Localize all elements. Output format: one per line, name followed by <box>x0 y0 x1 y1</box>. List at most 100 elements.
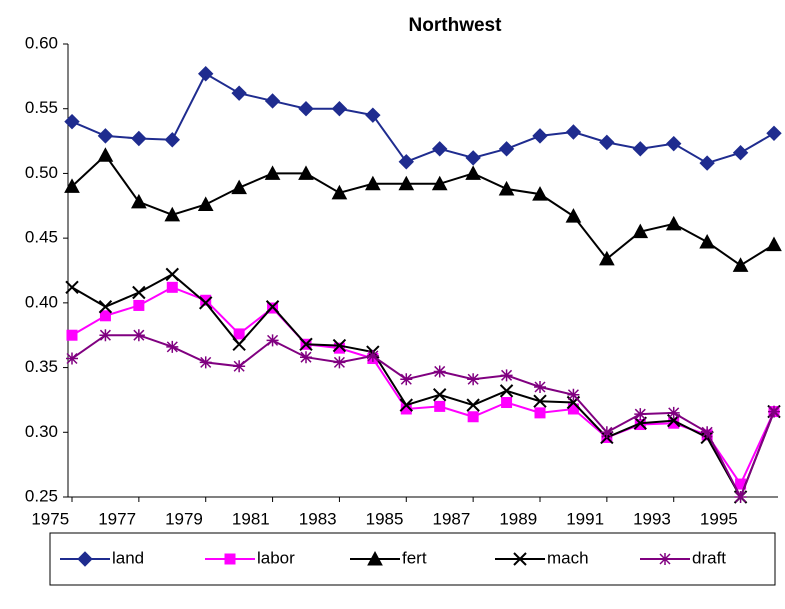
marker <box>300 351 312 364</box>
marker <box>400 373 413 386</box>
marker <box>466 398 480 412</box>
marker <box>64 178 80 193</box>
x-tick-label: 1995 <box>700 509 738 528</box>
marker <box>467 373 480 386</box>
marker <box>264 93 281 109</box>
marker <box>600 426 613 439</box>
marker <box>766 125 782 142</box>
marker <box>97 147 114 162</box>
y-tick-label: 0.40 <box>25 292 58 311</box>
marker <box>667 406 680 419</box>
marker <box>565 208 582 223</box>
legend-label: land <box>112 548 144 567</box>
marker <box>399 398 413 412</box>
y-tick-label: 0.45 <box>25 228 58 247</box>
marker <box>99 329 112 342</box>
marker <box>231 179 247 195</box>
chart-title: Northwest <box>409 15 503 36</box>
marker <box>699 155 715 171</box>
marker <box>467 411 479 423</box>
marker <box>199 356 212 369</box>
marker <box>666 135 682 152</box>
marker <box>701 426 714 439</box>
marker <box>465 165 481 180</box>
x-tick-label: 1979 <box>165 509 203 528</box>
marker <box>766 236 782 252</box>
marker <box>534 380 546 393</box>
marker <box>432 141 448 157</box>
marker <box>398 154 414 170</box>
marker <box>333 356 346 369</box>
marker <box>565 124 582 140</box>
marker <box>431 175 448 191</box>
marker <box>97 128 114 144</box>
marker <box>64 113 80 130</box>
marker <box>366 349 379 362</box>
legend-marker <box>77 551 93 567</box>
marker <box>266 334 279 347</box>
legend-label: draft <box>692 548 726 567</box>
marker <box>534 407 546 419</box>
marker <box>533 394 547 408</box>
y-tick-label: 0.50 <box>25 163 58 182</box>
marker <box>331 184 348 200</box>
marker <box>132 285 146 300</box>
marker <box>99 310 111 322</box>
marker <box>232 337 246 351</box>
marker <box>197 196 214 211</box>
x-tick-label: 1993 <box>633 509 671 528</box>
marker <box>732 145 749 161</box>
marker <box>166 281 178 293</box>
marker <box>498 141 515 157</box>
marker <box>634 408 647 421</box>
x-tick-label: 1985 <box>366 509 404 528</box>
marker <box>501 397 513 409</box>
x-tick-label: 1977 <box>98 509 136 528</box>
marker <box>632 141 648 157</box>
marker <box>433 365 446 378</box>
marker <box>599 250 615 266</box>
marker <box>500 369 513 382</box>
marker <box>164 206 181 222</box>
marker <box>332 338 347 353</box>
x-tick-label: 1983 <box>299 509 337 528</box>
x-tick-label: 1975 <box>31 509 69 528</box>
marker <box>233 360 246 373</box>
marker <box>131 193 147 209</box>
marker <box>433 388 447 402</box>
marker <box>298 101 314 117</box>
marker <box>732 257 749 272</box>
series-line <box>71 286 775 487</box>
marker <box>365 175 381 191</box>
legend-label: mach <box>547 548 589 567</box>
marker <box>199 296 213 310</box>
legend-marker <box>513 552 527 566</box>
marker <box>133 299 145 311</box>
marker <box>164 132 180 148</box>
series-line <box>71 153 775 267</box>
marker <box>768 405 780 418</box>
marker <box>265 300 280 314</box>
marker <box>233 328 245 340</box>
marker <box>499 384 514 398</box>
y-tick-label: 0.60 <box>25 33 58 52</box>
y-tick-label: 0.35 <box>25 357 58 376</box>
legend-label: labor <box>257 548 295 567</box>
marker <box>200 294 212 306</box>
marker <box>132 329 145 342</box>
marker <box>699 233 715 249</box>
marker <box>632 223 649 239</box>
marker <box>66 329 78 341</box>
legend-label: fert <box>402 548 427 567</box>
marker <box>434 400 446 412</box>
x-tick-label: 1987 <box>433 509 471 528</box>
legend-marker <box>659 553 671 565</box>
marker <box>333 342 345 354</box>
marker <box>299 337 313 351</box>
marker <box>231 85 247 101</box>
marker <box>734 491 747 503</box>
marker <box>465 150 481 166</box>
series-line <box>71 334 775 500</box>
